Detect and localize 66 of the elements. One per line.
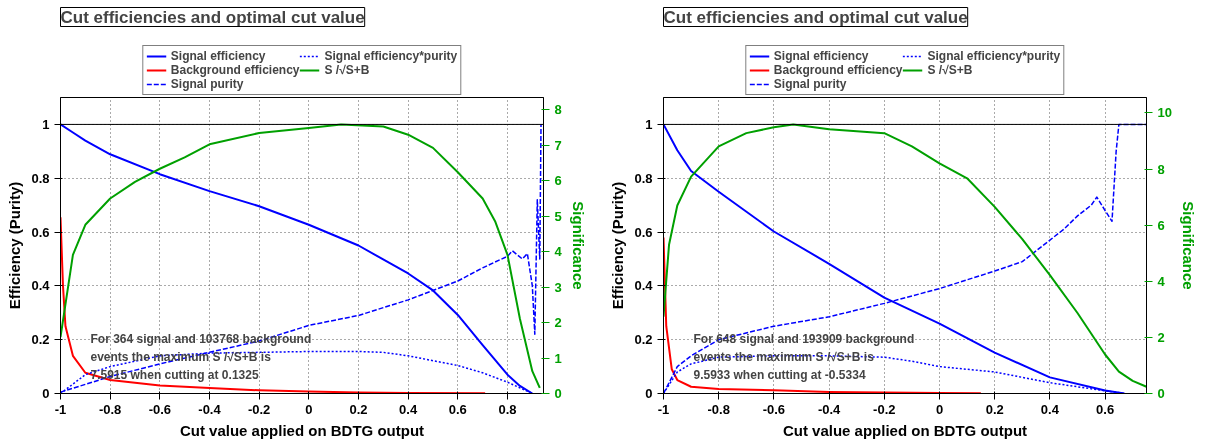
y2-tick-label: 4 bbox=[554, 244, 563, 260]
y2-tick-label: 2 bbox=[1157, 329, 1165, 345]
y-tick-label: 0.4 bbox=[634, 278, 654, 294]
y2-tick-label: 8 bbox=[1157, 161, 1165, 177]
x-tick-label: -0.2 bbox=[873, 401, 896, 417]
y-tick-label: 0.8 bbox=[31, 170, 50, 186]
legend-label: Signal efficiency*purity bbox=[324, 49, 458, 63]
x-tick-label: -0.4 bbox=[198, 401, 222, 417]
legend-label: Signal efficiency bbox=[170, 49, 266, 63]
y2-tick-label: 2 bbox=[554, 315, 562, 331]
y2-tick-label: 6 bbox=[554, 173, 562, 189]
x-tick-label: 0.2 bbox=[985, 401, 1004, 417]
x-tick-label: -1 bbox=[54, 401, 67, 417]
x-tick-label: 0.6 bbox=[1096, 401, 1115, 417]
y-axis-title: Efficiency (Purity) bbox=[6, 181, 24, 310]
chart-title: Cut efficiencies and optimal cut value bbox=[60, 7, 365, 27]
y2-tick-label: 7 bbox=[554, 137, 562, 153]
y-axis-title: Efficiency (Purity) bbox=[609, 181, 627, 310]
x-tick-label: 0.8 bbox=[498, 401, 517, 417]
y-tick-label: 0.2 bbox=[31, 332, 50, 348]
y-tick-label: 0.8 bbox=[634, 170, 653, 186]
legend-label: S /√S+B bbox=[927, 63, 973, 77]
legend-label: Signal efficiency bbox=[773, 49, 869, 63]
y-tick-label: 0 bbox=[42, 386, 50, 401]
y-tick-label: 1 bbox=[645, 116, 653, 132]
y-tick-label: 0.6 bbox=[634, 224, 653, 240]
y2-tick-label: 4 bbox=[1157, 273, 1166, 289]
x-tick-label: 0.6 bbox=[448, 401, 467, 417]
x-tick-label: 0 bbox=[935, 401, 944, 417]
chart-title: Cut efficiencies and optimal cut value bbox=[663, 7, 968, 27]
legend-label: Signal efficiency*purity bbox=[927, 49, 1061, 63]
x-tick-label: 0.2 bbox=[349, 401, 368, 417]
annotation: events the maximum S /√S+B is bbox=[693, 349, 875, 364]
y2-tick-label: 5 bbox=[554, 208, 562, 224]
legend-label: Signal purity bbox=[773, 77, 847, 91]
legend-label: Background efficiency bbox=[170, 63, 300, 77]
x-tick-label: -0.2 bbox=[247, 401, 271, 417]
y-tick-label: 0.4 bbox=[31, 278, 51, 294]
x-tick-label: -0.6 bbox=[762, 401, 786, 417]
legend-label: Signal purity bbox=[170, 77, 244, 91]
x-axis-title: Cut value applied on BDTG output bbox=[782, 421, 1028, 439]
y2-tick-label: 1 bbox=[554, 350, 562, 366]
annotation: 9.5933 when cutting at -0.5334 bbox=[693, 367, 866, 382]
x-tick-label: -0.8 bbox=[98, 401, 122, 417]
y2-tick-label: 6 bbox=[1157, 217, 1165, 233]
y2-tick-label: 8 bbox=[554, 102, 562, 118]
legend-label: S /√S+B bbox=[324, 63, 370, 77]
y-tick-label: 0.2 bbox=[634, 332, 653, 348]
legend-label: Background efficiency bbox=[773, 63, 903, 77]
y2-tick-label: 0 bbox=[554, 386, 562, 401]
y-tick-label: 0 bbox=[645, 386, 653, 401]
y2-tick-label: 10 bbox=[1157, 105, 1172, 121]
x-tick-label: 0 bbox=[305, 401, 313, 417]
x-axis-title: Cut value applied on BDTG output bbox=[179, 421, 425, 439]
x-tick-label: 0.4 bbox=[1040, 401, 1060, 417]
y2-tick-label: 3 bbox=[554, 279, 562, 295]
y-tick-label: 0.6 bbox=[31, 224, 50, 240]
x-tick-label: -0.8 bbox=[707, 401, 730, 417]
y2-axis-title: Significance bbox=[569, 201, 587, 290]
x-tick-label: -1 bbox=[657, 401, 670, 417]
y2-axis-title: Significance bbox=[1179, 201, 1197, 290]
x-tick-label: 0.4 bbox=[399, 401, 418, 417]
y2-tick-label: 0 bbox=[1157, 386, 1165, 401]
x-tick-label: -0.6 bbox=[148, 401, 172, 417]
x-tick-label: -0.4 bbox=[817, 401, 842, 417]
y-tick-label: 1 bbox=[42, 116, 50, 132]
